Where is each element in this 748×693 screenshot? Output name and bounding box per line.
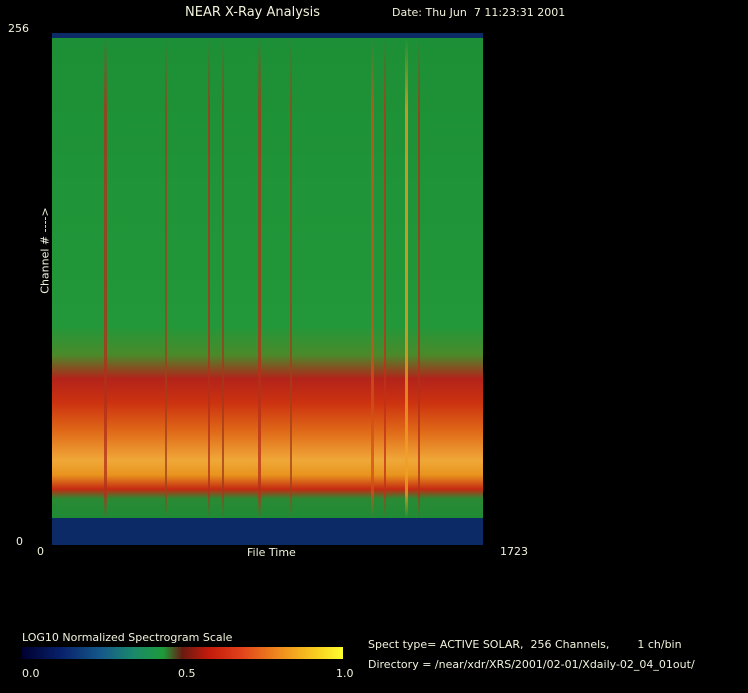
info-line: Spect type= ACTIVE SOLAR, 256 Channels, … [368, 638, 682, 651]
title: NEAR X-Ray Analysis [185, 5, 321, 20]
colorbar-tick: 0.0 [22, 667, 40, 680]
flare-stripe [290, 38, 292, 518]
x-right-label: 1723 [500, 545, 528, 558]
flare-stripe [384, 38, 386, 518]
y-top-label: 256 [8, 22, 29, 35]
colorbar-tick: 0.5 [178, 667, 196, 680]
flare-stripe [165, 38, 167, 518]
y-axis-label: Channel # ----> [38, 207, 52, 294]
colorbar [22, 647, 343, 659]
flare-stripe [208, 38, 210, 518]
date: Date: Thu Jun 7 11:23:31 2001 [392, 6, 566, 19]
flare-stripe [418, 38, 420, 518]
spectrogram-image [52, 38, 483, 518]
spectrogram [52, 33, 483, 545]
x-axis-label: File Time [247, 546, 296, 559]
band [52, 518, 483, 545]
flare-stripe [258, 38, 261, 518]
colorbar-tick: 1.0 [336, 667, 354, 680]
band [52, 33, 483, 38]
x-left-label: 0 [37, 545, 44, 558]
flare-stripe [405, 38, 408, 518]
flare-stripe [104, 38, 107, 518]
flare-stripe [371, 38, 374, 518]
info-line: Directory = /near/xdr/XRS/2001/02-01/Xda… [368, 658, 695, 671]
colorbar-title: LOG10 Normalized Spectrogram Scale [22, 631, 233, 644]
y-bottom-label: 0 [16, 535, 23, 548]
flare-stripe [222, 38, 224, 518]
